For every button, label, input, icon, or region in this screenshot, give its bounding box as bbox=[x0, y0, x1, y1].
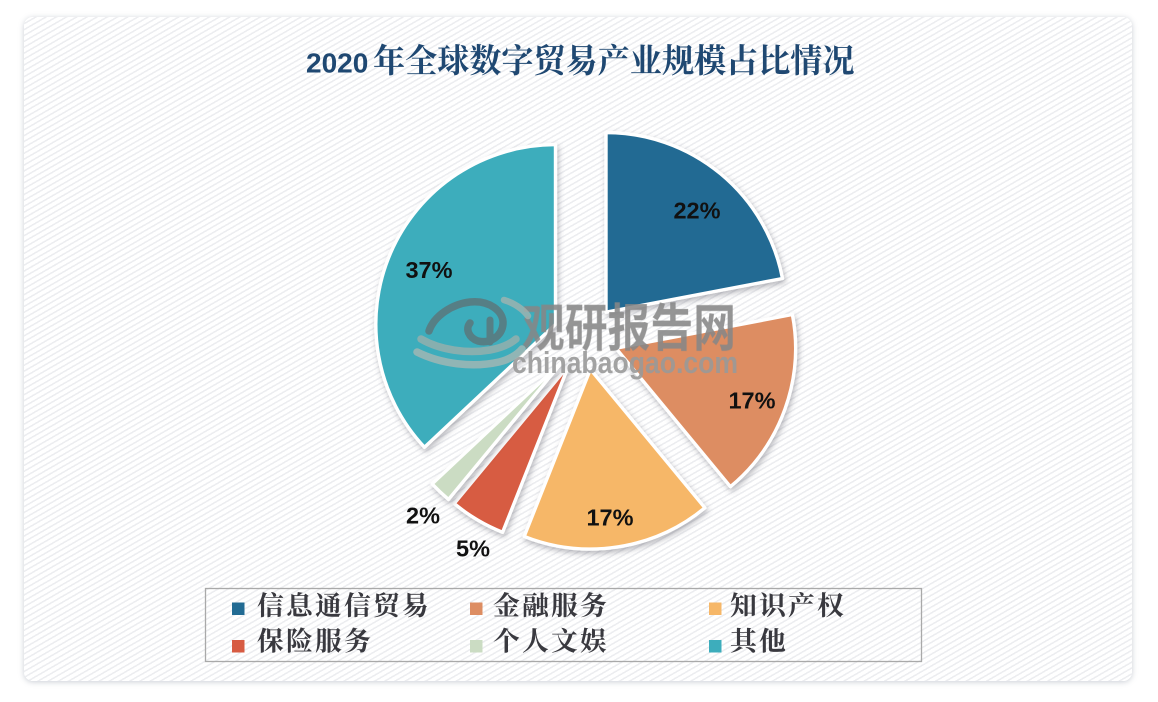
svg-text:17%: 17% bbox=[586, 505, 633, 531]
svg-text:22%: 22% bbox=[673, 198, 720, 224]
svg-text:2%: 2% bbox=[406, 503, 440, 529]
svg-text:37%: 37% bbox=[405, 257, 452, 283]
svg-text:2020: 2020 bbox=[306, 47, 368, 78]
svg-text:17%: 17% bbox=[728, 388, 775, 414]
svg-text:5%: 5% bbox=[456, 536, 490, 562]
svg-text:chinabaogao.com: chinabaogao.com bbox=[512, 345, 738, 380]
